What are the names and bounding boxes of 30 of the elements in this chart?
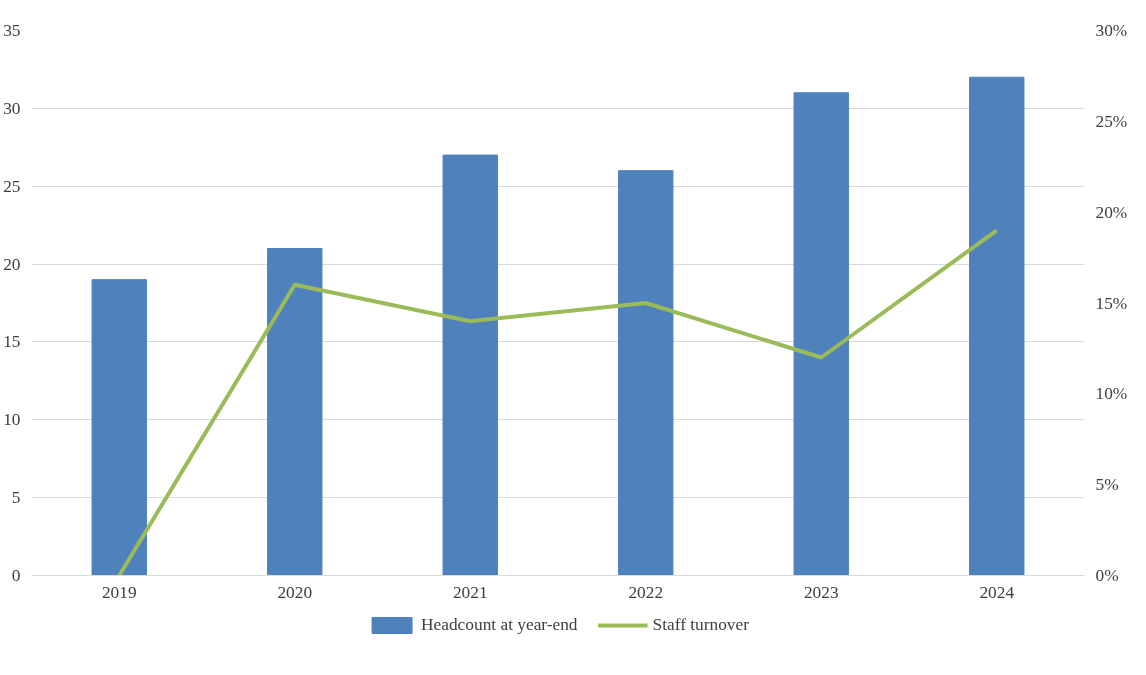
- bar: [969, 76, 1025, 576]
- y-tick-label: 20: [3, 254, 21, 274]
- y-tick-label: 35: [3, 21, 21, 40]
- y-tick-label: 15: [3, 332, 21, 352]
- bar: [91, 279, 147, 576]
- y2-tick-label: 30%: [1095, 21, 1128, 40]
- bar: [618, 170, 674, 576]
- x-tick-label: 2023: [803, 582, 839, 602]
- legend-label: Staff turnover: [652, 615, 749, 635]
- line-series: [117, 228, 999, 576]
- y2-tick-label: 15%: [1095, 293, 1128, 313]
- y2-tick-label: 10%: [1095, 384, 1128, 404]
- bar: [267, 248, 323, 576]
- x-tick-label: 2022: [628, 582, 664, 602]
- bar: [793, 92, 849, 576]
- y2-tick-label: 20%: [1095, 202, 1128, 222]
- legend-label: Headcount at year-end: [421, 615, 578, 635]
- y-tick-label: 25: [3, 176, 21, 196]
- x-tick-label: 2019: [101, 582, 137, 602]
- y2-tick-label: 5%: [1095, 475, 1119, 495]
- x-tick-label: 2021: [452, 582, 488, 602]
- y-tick-label: 30: [3, 98, 21, 118]
- y-tick-label: 5: [11, 488, 21, 508]
- x-tick-label: 2024: [979, 582, 1015, 602]
- y2-tick-label: 25%: [1095, 111, 1128, 131]
- y-tick-label: 0: [11, 566, 21, 585]
- y-tick-label: 10: [3, 410, 21, 430]
- bar: [442, 154, 498, 576]
- y2-tick-label: 0%: [1095, 566, 1119, 585]
- x-tick-label: 2020: [277, 582, 313, 602]
